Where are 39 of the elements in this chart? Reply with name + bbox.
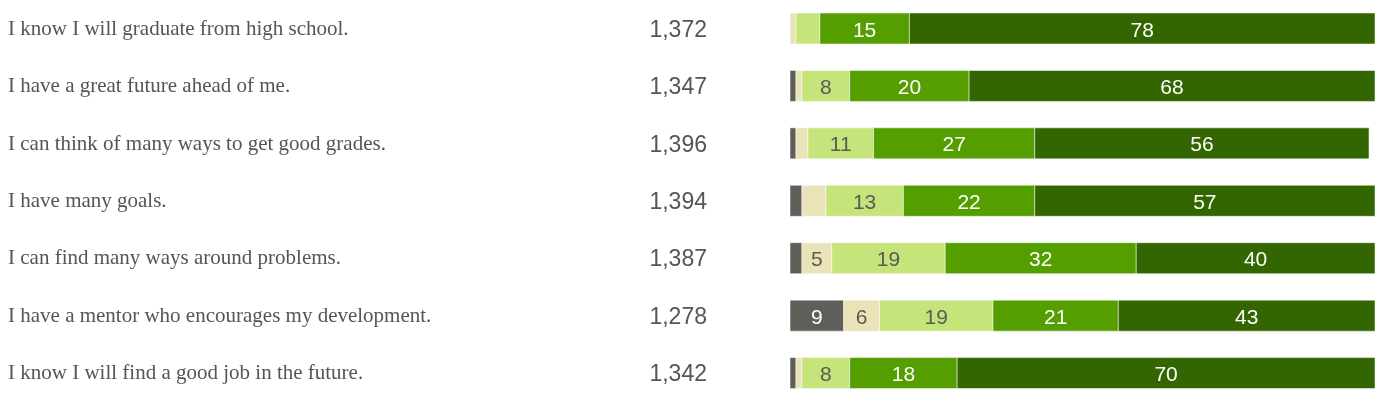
data-label: 19 xyxy=(924,304,948,328)
data-label: 70 xyxy=(1154,362,1178,386)
data-label: 21 xyxy=(1043,304,1068,328)
text: 1,396 xyxy=(649,130,707,157)
data-label: 11 xyxy=(829,132,852,156)
data-label: 19 xyxy=(876,247,901,271)
y-tick-label: I can find many ways around problems. xyxy=(8,245,341,270)
y-tick-label: I have a great future ahead of me. xyxy=(8,73,291,98)
y-tick-label: I can think of many ways to get good grades. xyxy=(8,130,386,155)
data-label: 27 xyxy=(942,132,966,156)
data-label: 32 xyxy=(1029,247,1053,271)
data-label: 13 xyxy=(852,189,877,213)
data-label: 8 xyxy=(819,74,832,98)
data-label: 43 xyxy=(1234,304,1259,328)
data-label: 5 xyxy=(811,247,823,271)
text: 1,394 xyxy=(649,188,708,214)
bar xyxy=(789,70,797,102)
text: 1,347 xyxy=(649,73,707,100)
data-label: 15 xyxy=(852,17,877,41)
data-label: 9 xyxy=(811,304,823,328)
data-label: 78 xyxy=(1130,17,1154,41)
y-tick-label: I have many goals. xyxy=(8,188,167,212)
text: 1,372 xyxy=(649,15,707,42)
data-label: 56 xyxy=(1190,132,1214,156)
data-label: 20 xyxy=(897,74,922,98)
data-label: 57 xyxy=(1193,189,1217,213)
data-label: 40 xyxy=(1243,247,1268,271)
y-tick-label: I have a mentor who encourages my development. xyxy=(8,302,432,327)
bar xyxy=(789,357,797,389)
data-label: 8 xyxy=(819,362,832,386)
data-label: 68 xyxy=(1160,74,1184,98)
data-label: 6 xyxy=(855,304,868,328)
y-tick-label: I know I will find a good job in the future. xyxy=(8,360,364,385)
data-label: 18 xyxy=(891,362,916,386)
text: 1,278 xyxy=(649,302,707,329)
text: 1,387 xyxy=(649,245,707,272)
data-label: 22 xyxy=(957,189,981,213)
text: 1,342 xyxy=(649,360,707,387)
y-tick-label: I know I will graduate from high school. xyxy=(8,15,349,40)
